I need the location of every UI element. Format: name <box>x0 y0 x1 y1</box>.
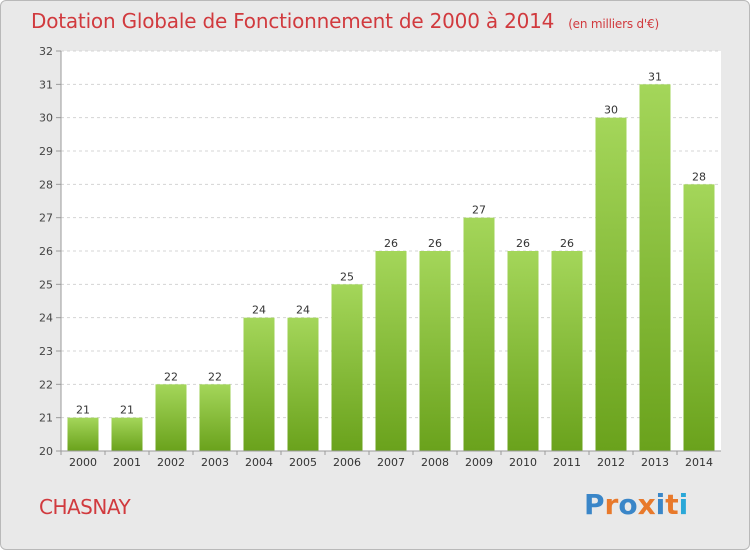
bar-value-label: 22 <box>208 370 222 383</box>
chart-title-text: Dotation Globale de Fonctionnement de 20… <box>31 9 555 33</box>
x-tick-label: 2006 <box>333 456 361 469</box>
bar <box>551 251 583 451</box>
x-tick-label: 2013 <box>641 456 669 469</box>
x-tick-label: 2011 <box>553 456 581 469</box>
bar-value-label: 22 <box>164 370 178 383</box>
bar-value-label: 30 <box>604 104 618 117</box>
y-tick-label: 27 <box>39 212 53 225</box>
bar <box>243 317 275 451</box>
x-tick-label: 2005 <box>289 456 317 469</box>
bar-value-label: 24 <box>252 304 266 317</box>
bar <box>595 117 627 452</box>
bar-value-label: 28 <box>692 170 706 183</box>
bar <box>419 251 451 451</box>
y-tick-label: 26 <box>39 245 53 258</box>
x-tick-label: 2004 <box>245 456 273 469</box>
y-tick-label: 22 <box>39 378 53 391</box>
bar-value-label: 27 <box>472 204 486 217</box>
x-tick-label: 2002 <box>157 456 185 469</box>
commune-name: CHASNAY <box>39 495 131 519</box>
bar-value-label: 26 <box>516 237 530 250</box>
y-tick-label: 24 <box>39 312 53 325</box>
bar <box>199 384 231 451</box>
logo-letter: t <box>665 488 679 521</box>
bar <box>507 251 539 451</box>
bar <box>683 184 715 452</box>
y-tick-label: 28 <box>39 178 53 191</box>
x-tick-label: 2000 <box>69 456 97 469</box>
x-tick-label: 2012 <box>597 456 625 469</box>
chart-subtitle: (en milliers d'€) <box>568 17 659 31</box>
x-tick-label: 2009 <box>465 456 493 469</box>
x-tick-label: 2010 <box>509 456 537 469</box>
proxiti-logo: Proxiti <box>584 488 688 521</box>
logo-letter: i <box>678 488 689 521</box>
chart-title: Dotation Globale de Fonctionnement de 20… <box>31 9 659 33</box>
bar <box>331 284 363 451</box>
x-tick-label: 2001 <box>113 456 141 469</box>
y-tick-label: 31 <box>39 78 53 91</box>
x-tick-label: 2003 <box>201 456 229 469</box>
bar <box>111 417 143 451</box>
bars <box>67 84 715 452</box>
data-labels: 21 21 22 22 24 24 25 26 26 27 26 26 30 31 28 <box>76 70 706 416</box>
x-tick-label: 2014 <box>685 456 713 469</box>
bar <box>375 251 407 451</box>
bar-value-label: 21 <box>76 404 90 417</box>
bar-value-label: 31 <box>648 70 662 83</box>
bar <box>287 317 319 451</box>
y-tick-label: 29 <box>39 145 53 158</box>
bar-value-label: 25 <box>340 270 354 283</box>
y-tick-label: 32 <box>39 45 53 58</box>
logo-letter: P <box>584 488 605 521</box>
bar <box>155 384 187 451</box>
logo-letter: i <box>655 488 666 521</box>
bar <box>639 84 671 451</box>
bar <box>67 417 99 451</box>
y-tick-label: 23 <box>39 345 53 358</box>
bar-value-label: 26 <box>384 237 398 250</box>
bar-value-label: 26 <box>428 237 442 250</box>
y-tick-label: 25 <box>39 278 53 291</box>
bar-value-label: 24 <box>296 304 310 317</box>
x-axis-ticks: 2000 2001 2002 2003 2004 2005 2006 2007 2008 2009… <box>60 451 713 469</box>
y-tick-label: 21 <box>39 412 53 425</box>
y-tick-label: 20 <box>39 445 53 458</box>
y-axis-ticks: 20 21 22 23 24 25 26 27 28 29 30 31 32 <box>39 45 61 458</box>
logo-letter: x <box>637 488 656 521</box>
bar <box>463 217 495 451</box>
bar-value-label: 26 <box>560 237 574 250</box>
x-tick-label: 2008 <box>421 456 449 469</box>
logo-letter: o <box>618 488 638 521</box>
x-tick-label: 2007 <box>377 456 405 469</box>
logo-letter: r <box>604 488 619 521</box>
y-tick-label: 30 <box>39 112 53 125</box>
bar-value-label: 21 <box>120 404 134 417</box>
